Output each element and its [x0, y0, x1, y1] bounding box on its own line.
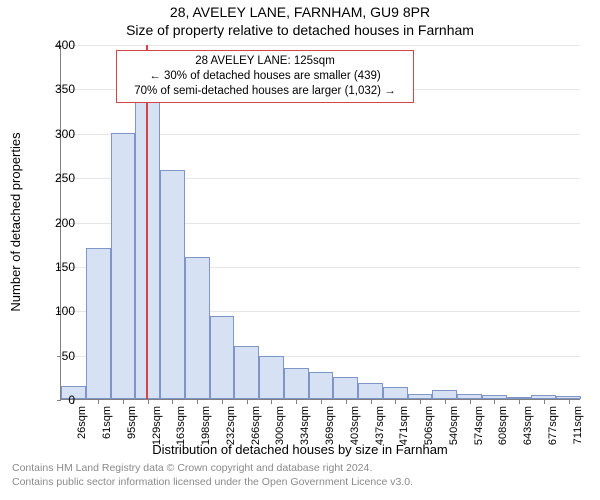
histogram-bar — [482, 395, 507, 399]
x-tick-mark — [222, 400, 223, 404]
x-tick-label: 198sqm — [200, 406, 212, 456]
histogram-bar — [383, 387, 408, 399]
x-tick-mark — [569, 400, 570, 404]
y-tick-label: 350 — [35, 82, 75, 96]
y-tick-label: 400 — [35, 38, 75, 52]
y-gridline — [61, 45, 580, 46]
histogram-bar — [556, 396, 581, 399]
y-tick-label: 250 — [35, 171, 75, 185]
x-tick-label: 129sqm — [151, 406, 163, 456]
annotation-line2: ← 30% of detached houses are smaller (43… — [125, 69, 405, 84]
histogram-bar — [234, 346, 259, 399]
y-tick-label: 100 — [35, 304, 75, 318]
x-tick-label: 334sqm — [299, 406, 311, 456]
plot-area: 28 AVELEY LANE: 125sqm ← 30% of detached… — [60, 45, 580, 400]
histogram-bar — [160, 170, 185, 399]
footnote-line2: Contains public sector information licen… — [12, 476, 413, 489]
y-tick-label: 50 — [35, 349, 75, 363]
x-tick-mark — [98, 400, 99, 404]
x-tick-mark — [544, 400, 545, 404]
x-tick-label: 471sqm — [398, 406, 410, 456]
y-tick-label: 150 — [35, 260, 75, 274]
page-title: 28, AVELEY LANE, FARNHAM, GU9 8PR — [0, 4, 600, 20]
marker-annotation-box: 28 AVELEY LANE: 125sqm ← 30% of detached… — [116, 50, 414, 103]
x-tick-mark — [420, 400, 421, 404]
x-tick-mark — [271, 400, 272, 404]
x-tick-mark — [395, 400, 396, 404]
annotation-line1: 28 AVELEY LANE: 125sqm — [125, 54, 405, 69]
x-tick-label: 711sqm — [572, 406, 584, 456]
x-tick-label: 369sqm — [324, 406, 336, 456]
x-tick-label: 163sqm — [175, 406, 187, 456]
x-tick-mark — [296, 400, 297, 404]
histogram-bar — [284, 368, 309, 399]
x-tick-label: 232sqm — [225, 406, 237, 456]
x-tick-mark — [172, 400, 173, 404]
footnote-line1: Contains HM Land Registry data © Crown c… — [12, 462, 372, 475]
annotation-line3: 70% of semi-detached houses are larger (… — [125, 84, 405, 99]
y-tick-label: 300 — [35, 127, 75, 141]
x-tick-label: 437sqm — [374, 406, 386, 456]
histogram-bar — [358, 383, 383, 399]
x-tick-mark — [321, 400, 322, 404]
x-tick-label: 506sqm — [423, 406, 435, 456]
histogram-bar — [309, 372, 334, 399]
x-tick-label: 266sqm — [250, 406, 262, 456]
y-axis-label: Number of detached properties — [8, 132, 23, 311]
histogram-bar — [408, 394, 433, 399]
histogram-bar — [86, 248, 111, 399]
histogram-bar — [210, 316, 235, 399]
x-tick-mark — [371, 400, 372, 404]
x-tick-label: 608sqm — [497, 406, 509, 456]
x-tick-mark — [148, 400, 149, 404]
x-tick-label: 574sqm — [473, 406, 485, 456]
x-tick-label: 643sqm — [522, 406, 534, 456]
histogram-bar — [259, 356, 284, 399]
x-tick-mark — [346, 400, 347, 404]
x-tick-mark — [247, 400, 248, 404]
x-tick-label: 403sqm — [349, 406, 361, 456]
histogram-bar — [507, 397, 532, 399]
x-tick-mark — [123, 400, 124, 404]
histogram-bar — [432, 390, 457, 399]
histogram-bar — [457, 394, 482, 399]
x-tick-label: 540sqm — [448, 406, 460, 456]
x-tick-mark — [470, 400, 471, 404]
x-tick-mark — [494, 400, 495, 404]
histogram-bar — [531, 395, 556, 399]
x-tick-label: 61sqm — [101, 406, 113, 456]
y-tick-label: 200 — [35, 216, 75, 230]
x-tick-mark — [197, 400, 198, 404]
chart-container: 28, AVELEY LANE, FARNHAM, GU9 8PR Size o… — [0, 0, 600, 500]
y-tick-label: 0 — [35, 393, 75, 407]
histogram-bar — [111, 133, 136, 399]
x-tick-label: 26sqm — [76, 406, 88, 456]
x-tick-mark — [519, 400, 520, 404]
histogram-bar — [333, 377, 358, 399]
x-tick-label: 677sqm — [547, 406, 559, 456]
x-tick-label: 95sqm — [126, 406, 138, 456]
x-tick-mark — [445, 400, 446, 404]
chart-subtitle: Size of property relative to detached ho… — [0, 22, 600, 38]
x-tick-label: 300sqm — [274, 406, 286, 456]
histogram-bar — [185, 257, 210, 399]
